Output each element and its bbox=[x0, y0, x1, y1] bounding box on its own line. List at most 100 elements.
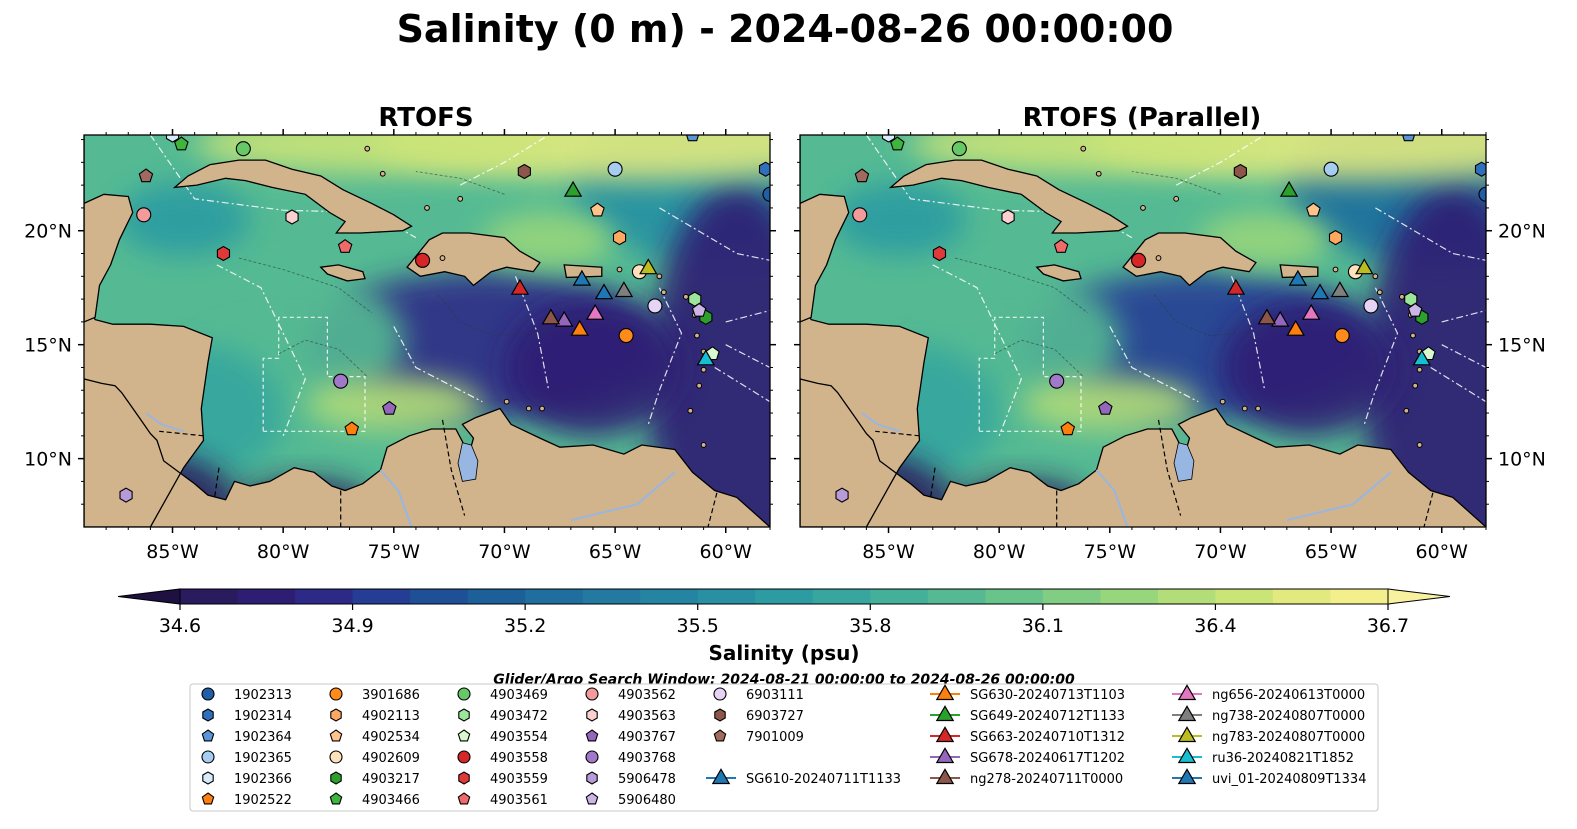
legend-marker bbox=[935, 684, 955, 701]
marine-area-boundary bbox=[262, 316, 366, 432]
legend-marker bbox=[713, 729, 727, 742]
legend-item: 4903554 bbox=[457, 729, 548, 745]
colorbar-swatch bbox=[870, 589, 929, 604]
platform-SG663-20240710T1312 bbox=[1226, 278, 1246, 295]
legend-label: 1902366 bbox=[234, 772, 292, 787]
lon-tick-label: 85°W bbox=[146, 541, 199, 563]
eez-boundary-line bbox=[1430, 366, 1486, 403]
platform-1902366 bbox=[165, 135, 180, 143]
eez-boundary-line bbox=[1363, 287, 1399, 425]
small-island bbox=[1155, 255, 1162, 261]
map-panel-rtofs-parallel: RTOFS (Parallel) 85°W 80°W 75°W 70°W 65°W 60°… bbox=[794, 103, 1546, 563]
legend-label: 6903727 bbox=[746, 709, 804, 724]
lat-tick-label: 15°N bbox=[24, 335, 72, 357]
legend-item: ng656-20240613T0000 bbox=[1172, 684, 1365, 703]
legend-item: uvi_01-20240809T1334 bbox=[1172, 768, 1366, 787]
legend-label: SG663-20240710T1312 bbox=[970, 730, 1125, 745]
colorbar-outline bbox=[179, 588, 1389, 605]
legend-label: 4903469 bbox=[490, 688, 548, 703]
small-island bbox=[1080, 145, 1087, 152]
small-island bbox=[457, 195, 464, 202]
legend-item: SG610-20240711T1133 bbox=[706, 768, 901, 787]
bathymetry-contour bbox=[1153, 294, 1265, 337]
country-border bbox=[214, 467, 220, 498]
colorbar-tick-label: 35.8 bbox=[849, 615, 891, 637]
legend-item: ng783-20240807T0000 bbox=[1172, 726, 1365, 745]
platform-4902113 bbox=[612, 229, 627, 246]
legend-marker bbox=[1177, 768, 1197, 785]
legend-label: 4902113 bbox=[362, 709, 420, 724]
legend-item: 4903217 bbox=[330, 771, 420, 787]
legend-marker bbox=[1177, 747, 1197, 764]
legend-label: uvi_01-20240809T1334 bbox=[1212, 772, 1366, 787]
land-jamaica bbox=[1035, 264, 1082, 282]
colorbar-swatch bbox=[927, 589, 986, 604]
land-hispaniola bbox=[1122, 232, 1257, 287]
lon-tick-label: 60°W bbox=[700, 541, 753, 563]
platform-SG630-20240713T1103 bbox=[570, 319, 589, 336]
eez-boundary-line bbox=[514, 276, 550, 391]
lon-tick-label: 70°W bbox=[478, 541, 531, 563]
legend-item: SG649-20240712T1133 bbox=[930, 705, 1125, 724]
legend-label: 1902365 bbox=[234, 751, 292, 766]
legend-label: SG630-20240713T1103 bbox=[970, 688, 1125, 703]
legend-item: 4903767 bbox=[585, 729, 676, 745]
land-yucatan bbox=[800, 193, 850, 323]
salinity-anomaly bbox=[194, 135, 549, 174]
small-island bbox=[660, 289, 667, 296]
colorbar-swatch bbox=[1042, 589, 1101, 604]
salinity-anomaly bbox=[1021, 376, 1199, 432]
legend-item: 1902313 bbox=[201, 687, 292, 703]
legend-marker bbox=[585, 729, 599, 742]
platform-ng783-20240807T0000 bbox=[639, 258, 658, 275]
small-island bbox=[1241, 405, 1248, 412]
platform-ng783-20240807T0000 bbox=[1355, 258, 1374, 275]
platform-5906480 bbox=[1407, 302, 1423, 317]
small-island bbox=[439, 255, 446, 261]
legend-item: 4903469 bbox=[457, 687, 548, 703]
platform-6903111 bbox=[647, 298, 663, 314]
legend-item: SG663-20240710T1312 bbox=[930, 726, 1125, 745]
colorbar-swatch bbox=[525, 589, 584, 604]
small-island bbox=[525, 405, 532, 412]
legend-item: 4903559 bbox=[458, 771, 548, 787]
legend-marker bbox=[935, 747, 955, 764]
platform-ng656-20240613T0000 bbox=[585, 303, 605, 320]
platform-ng738-20240807T0000 bbox=[1330, 281, 1350, 298]
platform-ru36-20240821T1852 bbox=[1412, 349, 1432, 366]
platform-4903562 bbox=[136, 207, 152, 223]
small-island bbox=[1416, 366, 1423, 373]
lon-tick-label: 75°W bbox=[368, 541, 421, 563]
small-island bbox=[1376, 289, 1383, 296]
small-island bbox=[424, 205, 430, 211]
country-border bbox=[707, 492, 718, 527]
platform-5906478 bbox=[835, 487, 849, 503]
platform-4903466 bbox=[890, 136, 905, 151]
small-island bbox=[1403, 407, 1410, 414]
legend-item: 4902113 bbox=[330, 708, 420, 724]
platform-4902534 bbox=[590, 202, 605, 217]
colorbar-swatch bbox=[352, 589, 411, 604]
small-island bbox=[687, 407, 694, 414]
legend-item: ru36-20240821T1852 bbox=[1172, 747, 1354, 766]
colorbar-swatch bbox=[1215, 589, 1274, 604]
legend-marker bbox=[202, 708, 214, 722]
legend-item: ng278-20240711T0000 bbox=[930, 768, 1123, 787]
small-island bbox=[1416, 442, 1423, 448]
figure-title: Salinity (0 m) - 2024-08-26 00:00:00 bbox=[397, 7, 1174, 51]
legend-label: 4903562 bbox=[618, 688, 676, 703]
legend-item: 5906478 bbox=[586, 771, 676, 787]
legend-marker bbox=[202, 771, 214, 785]
platform-4903767 bbox=[382, 400, 397, 415]
platform-4902113 bbox=[1328, 229, 1343, 246]
platform-6903727 bbox=[517, 163, 531, 180]
legend-label: ng656-20240613T0000 bbox=[1212, 688, 1365, 703]
map-frame bbox=[799, 134, 1487, 528]
platform-4903559 bbox=[932, 245, 947, 262]
legend-label: 5906480 bbox=[618, 793, 676, 808]
legend-marker bbox=[935, 768, 955, 785]
platform-4903466 bbox=[174, 136, 189, 151]
legend-marker bbox=[458, 708, 470, 722]
legend-label: 4902534 bbox=[362, 730, 420, 745]
eez-boundary-line bbox=[393, 326, 483, 403]
